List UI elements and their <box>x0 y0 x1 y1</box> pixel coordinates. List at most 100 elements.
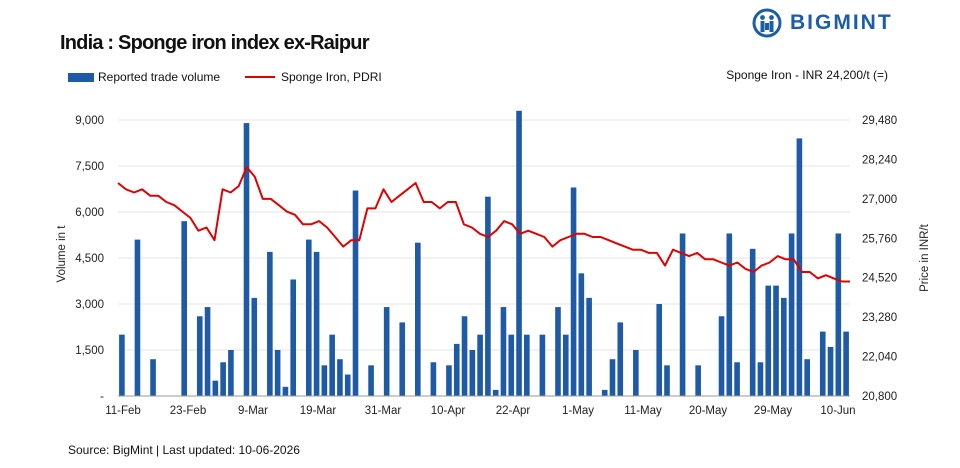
volume-bar <box>212 380 219 396</box>
volume-bar <box>734 362 740 396</box>
volume-bar <box>368 365 374 396</box>
volume-bar <box>485 196 491 396</box>
bigmint-logo-icon <box>752 8 782 38</box>
right-tick-label: 28,240 <box>862 154 897 166</box>
price-note: Sponge Iron - INR 24,200/t (=) <box>726 68 888 82</box>
x-tick-label: 29-May <box>754 405 793 417</box>
x-tick-label: 23-Feb <box>170 405 206 417</box>
left-axis-ticks: - 1,500 3,000 4,500 6,000 7,500 9,000 <box>75 115 104 403</box>
volume-bar <box>718 316 725 396</box>
volume-bar <box>290 279 297 396</box>
right-axis-ticks: 20,800 22,040 23,280 24,520 25,760 27,000 28,2… <box>862 115 897 403</box>
volume-bar <box>516 110 522 397</box>
source-note: Source: BigMint | Last updated: 10-06-20… <box>68 443 300 457</box>
volume-bar <box>282 386 289 396</box>
volume-bar <box>415 242 421 396</box>
brand-logo: BIGMINT <box>752 6 893 40</box>
legend-label-volume: Reported trade volume <box>98 70 221 84</box>
legend-swatch-line <box>245 76 275 78</box>
volume-bar <box>773 285 779 396</box>
right-tick-label: 29,480 <box>862 115 897 127</box>
volume-bar <box>461 316 468 396</box>
right-tick-label: 27,000 <box>862 194 897 206</box>
volume-bar <box>555 307 561 396</box>
volume-bar <box>656 304 663 396</box>
volume-bar <box>609 359 616 396</box>
left-tick-label: - <box>100 391 104 403</box>
volume-bar <box>524 334 530 396</box>
left-tick-label: 4,500 <box>75 253 104 265</box>
volume-bar <box>617 322 624 396</box>
right-tick-label: 24,520 <box>862 273 897 285</box>
volume-bar <box>477 334 483 396</box>
volume-bar <box>578 273 585 396</box>
price-line <box>117 166 850 283</box>
volume-bar <box>446 365 452 396</box>
volume-bar <box>781 297 787 396</box>
legend-swatch-bar <box>68 72 94 82</box>
volume-bar <box>586 297 592 396</box>
left-tick-label: 6,000 <box>75 207 104 219</box>
y-axis-title-right: Price in INR/t <box>919 223 931 292</box>
left-tick-label: 7,500 <box>75 161 104 173</box>
volume-bar <box>749 248 756 396</box>
volume-bar <box>679 233 686 396</box>
volume-bar <box>562 334 569 396</box>
x-tick-label: 10-Apr <box>431 405 466 417</box>
volume-bar <box>329 334 335 396</box>
volume-bar <box>508 334 515 396</box>
volume-bar <box>500 307 507 396</box>
x-tick-label: 31-Mar <box>365 405 402 417</box>
volume-bar <box>220 362 226 396</box>
volume-bar <box>119 334 125 396</box>
volume-bar <box>492 389 499 396</box>
volume-bar <box>664 365 670 396</box>
volume-bar <box>134 239 141 396</box>
left-tick-label: 3,000 <box>75 299 104 311</box>
volume-bar <box>352 190 359 396</box>
volume-bar <box>313 251 320 396</box>
volume-bar <box>570 187 577 396</box>
x-tick-label: 9-Mar <box>238 405 268 417</box>
right-tick-label: 25,760 <box>862 233 897 245</box>
volume-bar <box>843 331 849 396</box>
volume-bar <box>181 221 187 396</box>
volume-bar <box>228 350 234 396</box>
volume-bars <box>119 110 849 397</box>
volume-bar <box>305 239 312 396</box>
volume-bar <box>204 307 211 396</box>
x-axis-ticks: 11-Feb 23-Feb 9-Mar 19-Mar 31-Mar 10-Apr 22-Ap… <box>105 405 855 417</box>
left-tick-label: 1,500 <box>75 345 104 357</box>
legend-label-price: Sponge Iron, PDRI <box>281 70 382 84</box>
legend-item-volume: Reported trade volume <box>68 70 220 84</box>
volume-bar <box>819 331 826 396</box>
volume-bar <box>399 322 406 396</box>
right-tick-label: 22,040 <box>862 352 897 364</box>
volume-bar <box>453 343 460 396</box>
volume-bar <box>251 297 258 396</box>
volume-bar <box>469 350 476 396</box>
chart-title: India : Sponge iron index ex-Raipur <box>60 32 370 54</box>
x-tick-label: 10-Jun <box>820 405 855 417</box>
x-tick-label: 22-Apr <box>496 405 531 417</box>
volume-bar <box>243 123 250 396</box>
volume-bar <box>267 251 273 396</box>
volume-bar <box>150 359 156 396</box>
volume-bar <box>835 233 842 396</box>
left-tick-label: 9,000 <box>75 115 104 127</box>
volume-bar <box>321 365 328 396</box>
brand-name: BIGMINT <box>790 11 893 34</box>
volume-bar <box>344 374 351 396</box>
x-tick-label: 19-Mar <box>300 405 337 417</box>
x-tick-label: 11-May <box>624 405 662 417</box>
x-tick-label: 1-May <box>562 405 594 417</box>
volume-bar <box>430 362 437 396</box>
legend-item-price: Sponge Iron, PDRI <box>245 70 382 84</box>
volume-bar <box>601 389 608 396</box>
y-axis-title-left: Volume in t <box>56 225 68 283</box>
volume-bar <box>804 359 810 396</box>
volume-bar <box>633 350 639 396</box>
volume-bar <box>196 316 203 396</box>
volume-bar <box>765 285 772 396</box>
